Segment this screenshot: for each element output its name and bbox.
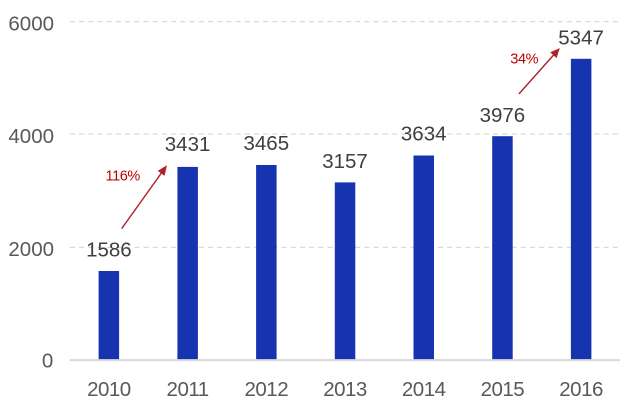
svg-text:2013: 2013 bbox=[323, 378, 367, 401]
svg-text:2015: 2015 bbox=[481, 378, 525, 401]
svg-text:1586: 1586 bbox=[86, 238, 132, 261]
svg-text:116%: 116% bbox=[105, 169, 140, 185]
svg-text:3634: 3634 bbox=[401, 122, 447, 145]
svg-text:2014: 2014 bbox=[402, 378, 446, 401]
svg-text:2000: 2000 bbox=[8, 238, 54, 261]
svg-text:2011: 2011 bbox=[167, 378, 209, 401]
svg-text:3157: 3157 bbox=[322, 150, 368, 173]
svg-text:4000: 4000 bbox=[8, 125, 54, 148]
svg-text:2010: 2010 bbox=[87, 378, 131, 401]
svg-text:5347: 5347 bbox=[558, 27, 604, 50]
svg-text:2012: 2012 bbox=[244, 378, 288, 401]
svg-text:34%: 34% bbox=[510, 51, 538, 67]
svg-text:0: 0 bbox=[42, 350, 53, 373]
svg-text:3431: 3431 bbox=[165, 133, 211, 156]
svg-text:6000: 6000 bbox=[8, 13, 54, 36]
svg-text:3465: 3465 bbox=[243, 132, 289, 155]
svg-text:3976: 3976 bbox=[480, 104, 526, 127]
svg-text:2016: 2016 bbox=[559, 378, 603, 401]
